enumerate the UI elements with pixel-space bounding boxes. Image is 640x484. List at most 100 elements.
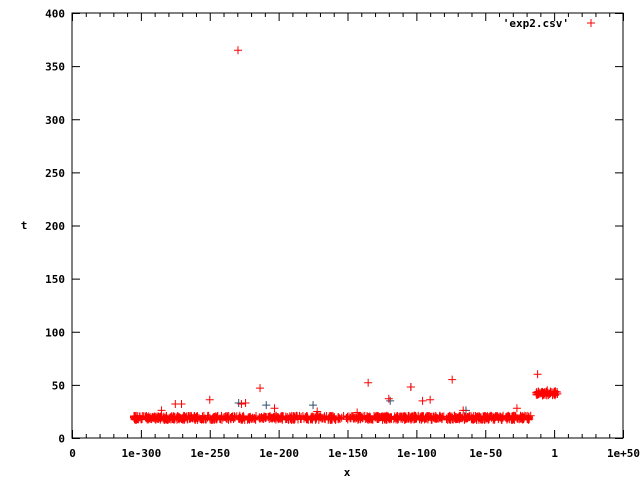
data-point-secondary [262,401,271,410]
y-tick-label: 150 [45,273,65,286]
data-point [185,414,194,423]
data-point [157,406,166,415]
y-tick-label: 100 [45,326,65,339]
data-point [406,413,415,422]
x-tick-label: 1e+50 [607,447,640,460]
data-points [130,19,595,424]
data-point [346,413,355,422]
data-point [442,414,451,423]
data-point [467,415,476,424]
data-point [320,413,329,422]
data-point [479,412,488,421]
data-point [237,400,246,408]
y-tick-label: 400 [45,8,65,21]
data-point [437,413,446,422]
data-point [364,378,373,387]
data-point [382,411,391,420]
data-point [308,415,317,424]
data-point [455,415,464,424]
x-tick-label: 1e-250 [190,447,230,460]
data-point [241,398,250,407]
data-point [278,414,287,423]
data-point [379,413,388,422]
data-point [162,415,171,424]
data-point [363,412,372,421]
data-point [198,412,207,421]
data-point [486,412,495,421]
data-point [364,413,373,422]
data-point [353,408,362,417]
data-point [420,415,429,424]
data-point [180,415,189,424]
data-point [418,396,427,405]
data-point [427,412,436,421]
data-point [399,413,408,422]
data-point [453,413,462,422]
data-point [212,414,221,423]
axes: 0 50 100 150 200 250 300 350 400 0 1e-300 1e-250 1e-… [45,8,640,461]
data-point [520,412,529,421]
data-point [372,412,381,421]
data-point [543,386,552,395]
y-tick-label: 300 [45,114,65,127]
data-point [336,415,345,424]
y-tick-label: 350 [45,61,65,74]
data-point [217,411,226,420]
data-point [194,413,203,422]
y-tick-label: 200 [45,220,65,233]
x-tick-label: 1e-50 [469,447,502,460]
x-tick-label: 1e-200 [259,447,299,460]
data-point [133,412,142,421]
data-point [432,414,441,423]
data-point [297,413,306,422]
data-point [459,406,468,415]
data-point [414,411,423,420]
data-point [276,412,285,421]
data-point [302,412,311,421]
data-point [250,414,259,423]
x-tick-label: 1e-150 [328,447,368,460]
data-point [296,414,305,423]
data-point [512,404,521,413]
data-point [290,413,299,422]
data-point [186,414,195,423]
data-point [406,383,415,391]
data-point [526,411,535,420]
data-point [289,415,298,424]
data-point [244,413,253,422]
data-point [256,384,265,393]
data-point [498,413,507,422]
data-point [358,414,367,423]
y-tick-label: 0 [58,433,65,446]
legend-label: 'exp2.csv' [503,17,569,30]
data-point [130,413,139,422]
data-point [307,414,316,423]
data-point [270,404,279,413]
data-point [487,413,496,422]
data-point [390,413,399,422]
data-point [472,415,481,424]
data-point [233,46,242,55]
data-point [337,413,346,422]
x-axis-label: x [344,466,351,479]
x-tick-label: 0 [69,447,76,460]
x-tick-label: 1 [551,447,558,460]
data-point [509,414,518,423]
legend-marker [587,19,595,27]
data-point [156,413,165,422]
data-point [142,413,151,422]
y-tick-label: 50 [52,379,65,392]
data-point [356,413,365,422]
data-point [328,411,337,420]
data-point [154,412,163,421]
data-point [532,390,541,399]
data-point [384,412,393,421]
y-axis-label: t [21,219,28,232]
data-point [177,400,186,408]
legend: 'exp2.csv' [503,17,569,30]
data-point [234,414,243,423]
data-point [220,413,229,422]
data-point [533,370,542,379]
x-tick-label: 1e-300 [122,447,162,460]
data-point [404,414,413,423]
